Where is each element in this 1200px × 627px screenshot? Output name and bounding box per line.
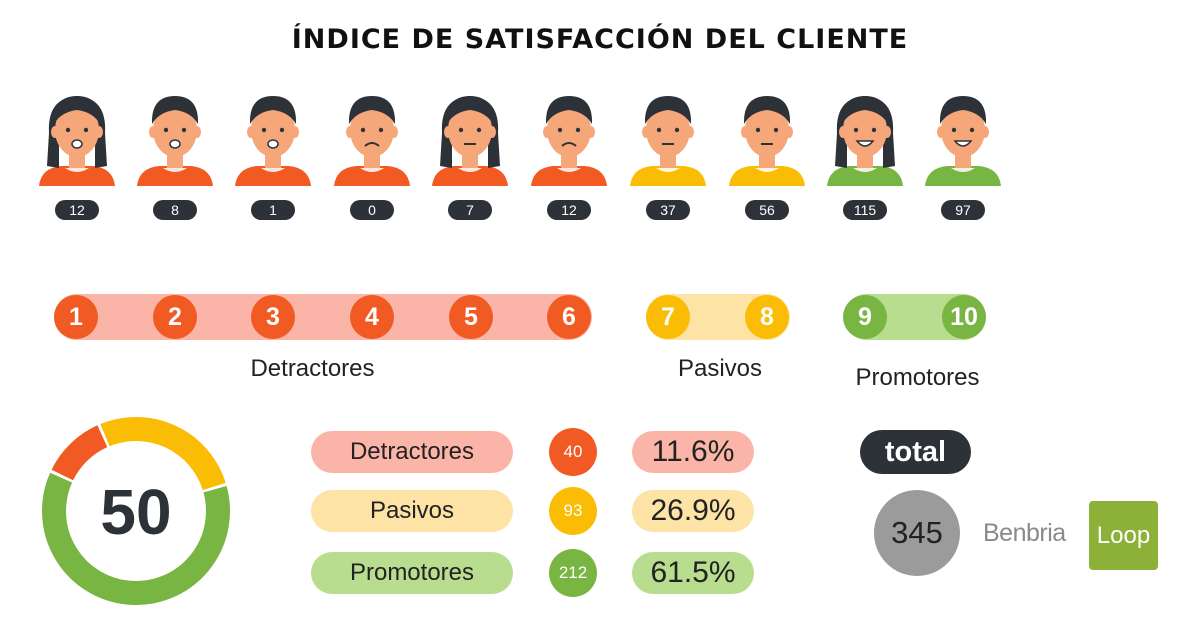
row-count-pasivos: 93 — [549, 487, 597, 535]
count-score-7: 37 — [646, 200, 690, 220]
score-dot-1: 1 — [54, 295, 98, 339]
face-score-4 — [332, 88, 412, 188]
group-label-promotores: Promotores — [855, 364, 980, 391]
face-score-8 — [727, 88, 807, 188]
count-score-9: 115 — [843, 200, 887, 220]
group-label-detractores: Detractores — [250, 355, 375, 382]
score-dot-7: 7 — [646, 295, 690, 339]
count-score-2: 8 — [153, 200, 197, 220]
brand-name: Benbria — [983, 519, 1066, 547]
face-score-1 — [37, 88, 117, 188]
face-score-7 — [628, 88, 708, 188]
score-dot-2: 2 — [153, 295, 197, 339]
donut-slice-promotores — [42, 472, 230, 605]
band-detractores — [54, 294, 592, 340]
row-label-promotores: Promotores — [311, 552, 513, 594]
score-dot-9: 9 — [843, 295, 887, 339]
score-dot-6: 6 — [547, 295, 591, 339]
group-label-pasivos: Pasivos — [677, 355, 763, 382]
nps-donut: 50 — [42, 417, 230, 605]
row-percent-promotores: 61.5% — [632, 552, 754, 594]
chart-title: ÍNDICE DE SATISFACCIÓN DEL CLIENTE — [291, 24, 909, 55]
face-score-2 — [135, 88, 215, 188]
count-score-6: 12 — [547, 200, 591, 220]
count-score-4: 0 — [350, 200, 394, 220]
count-score-3: 1 — [251, 200, 295, 220]
total-value: 345 — [874, 490, 960, 576]
face-score-5 — [430, 88, 510, 188]
donut-slice-detractores — [51, 425, 108, 481]
score-dot-3: 3 — [251, 295, 295, 339]
face-score-9 — [825, 88, 905, 188]
face-score-6 — [529, 88, 609, 188]
row-label-pasivos: Pasivos — [311, 490, 513, 532]
total-label: total — [860, 430, 971, 474]
count-score-10: 97 — [941, 200, 985, 220]
row-count-detractores: 40 — [549, 428, 597, 476]
face-score-10 — [923, 88, 1003, 188]
donut-slice-pasivos — [100, 417, 226, 491]
face-score-3 — [233, 88, 313, 188]
count-score-8: 56 — [745, 200, 789, 220]
count-score-5: 7 — [448, 200, 492, 220]
score-dot-4: 4 — [350, 295, 394, 339]
score-dot-10: 10 — [942, 295, 986, 339]
nps-score: 50 — [100, 476, 171, 548]
count-score-1: 12 — [55, 200, 99, 220]
brand-logo: Loop — [1089, 501, 1158, 570]
row-label-detractores: Detractores — [311, 431, 513, 473]
score-dot-8: 8 — [745, 295, 789, 339]
score-dot-5: 5 — [449, 295, 493, 339]
row-count-promotores: 212 — [549, 549, 597, 597]
row-percent-pasivos: 26.9% — [632, 490, 754, 532]
row-percent-detractores: 11.6% — [632, 431, 754, 473]
